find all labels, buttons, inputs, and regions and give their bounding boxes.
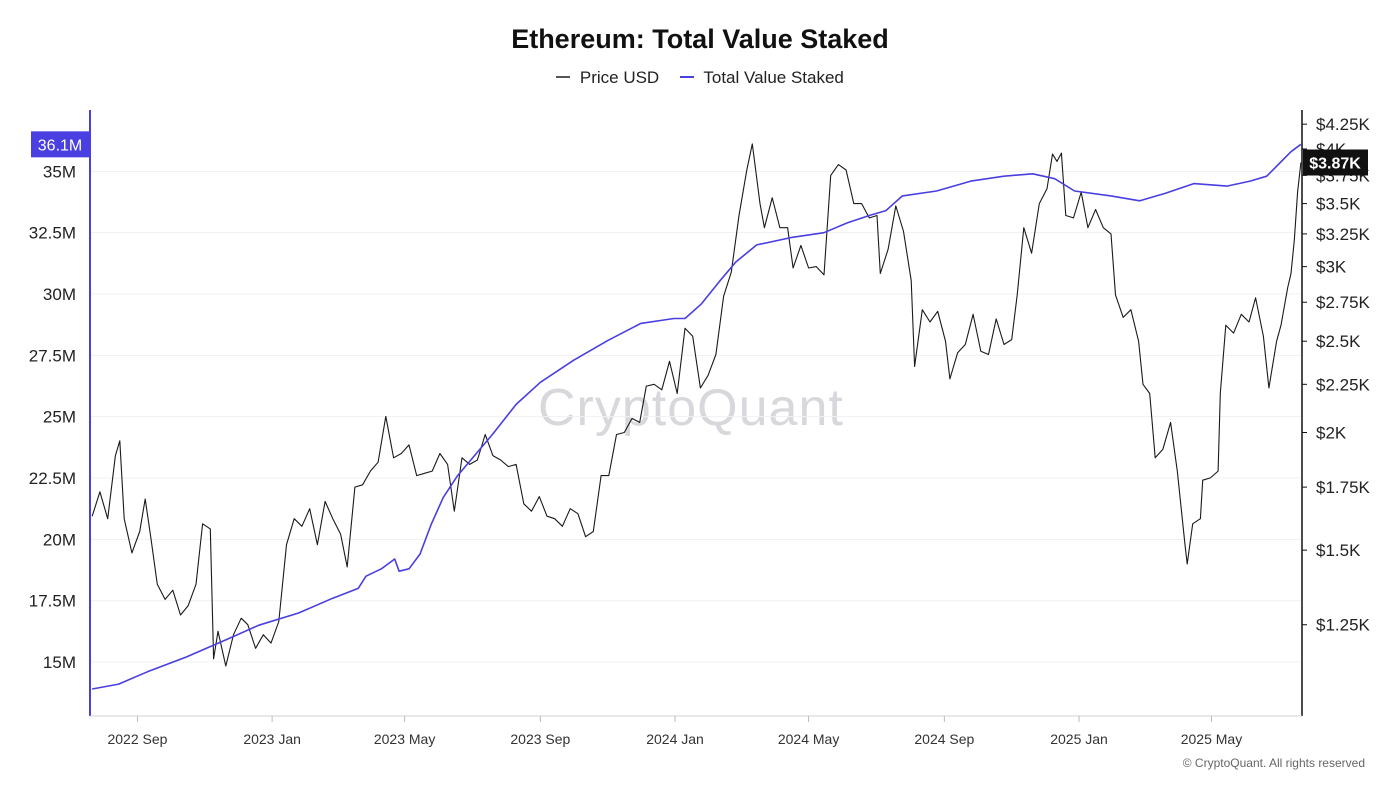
series-lines [91, 143, 1302, 690]
axes [89, 110, 1307, 722]
legend-swatch-price [556, 75, 571, 78]
legend-item-price[interactable]: Price USD [556, 68, 659, 88]
legend: Price USD Total Value Staked [0, 68, 1400, 88]
left-tick-label: 22.5M [29, 469, 76, 488]
x-tick-label: 2024 Jan [646, 731, 704, 747]
right-tick-label: $1.75K [1316, 478, 1371, 497]
left-tick-label: 30M [43, 285, 76, 304]
staked-series-line [92, 143, 1302, 690]
right-current-badge [1303, 149, 1368, 176]
left-tick-label: 35M [43, 162, 76, 181]
x-tick-label: 2024 May [778, 731, 839, 747]
legend-label-price: Price USD [579, 68, 660, 87]
right-tick-label: $2.25K [1316, 375, 1371, 394]
right-tick-label: $2.5K [1316, 332, 1361, 351]
price-series-line [91, 143, 1302, 667]
right-tick-label: $3.5K [1316, 195, 1361, 214]
left-tick-label: 32.5M [29, 224, 76, 243]
grid-lines [90, 170, 1302, 663]
right-tick-label: $2K [1316, 423, 1347, 442]
watermark: CryptoQuant [538, 379, 844, 437]
copyright-notice: © CryptoQuant. All rights reserved [1182, 756, 1365, 770]
x-tick-label: 2022 Sep [107, 731, 167, 747]
x-tick-label: 2024 Sep [914, 731, 974, 747]
right-tick-label: $1.25K [1316, 616, 1371, 635]
left-current-label: 36.1M [38, 137, 82, 154]
legend-swatch-staked [679, 75, 694, 78]
left-tick-label: 20M [43, 530, 76, 549]
right-current-label: $3.87K [1309, 155, 1361, 172]
right-tick-label: $3K [1316, 258, 1347, 277]
legend-item-staked[interactable]: Total Value Staked [679, 68, 844, 88]
right-tick-label: $4.25K [1316, 115, 1371, 134]
x-tick-label: 2025 Jan [1050, 731, 1108, 747]
right-tick-label: $2.75K [1316, 293, 1371, 312]
chart-title: Ethereum: Total Value Staked [511, 24, 889, 54]
left-current-badge [31, 131, 90, 158]
left-tick-label: 27.5M [29, 346, 76, 365]
current-value-badges: 36.1M $3.87K [31, 131, 1368, 176]
x-tick-label: 2023 Jan [243, 731, 301, 747]
x-tick-label: 2023 May [374, 731, 435, 747]
legend-label-staked: Total Value Staked [703, 68, 844, 87]
right-tick-label: $3.25K [1316, 225, 1371, 244]
x-tick-label: 2025 May [1181, 731, 1242, 747]
left-tick-label: 15M [43, 653, 76, 672]
right-tick-label: $1.5K [1316, 541, 1361, 560]
left-tick-label: 17.5M [29, 592, 76, 611]
axis-labels: 15M 17.5M 20M 22.5M 25M 27.5M 30M 32.5M 35M $1.25… [29, 115, 1371, 747]
left-tick-label: 25M [43, 408, 76, 427]
x-tick-label: 2023 Sep [510, 731, 570, 747]
